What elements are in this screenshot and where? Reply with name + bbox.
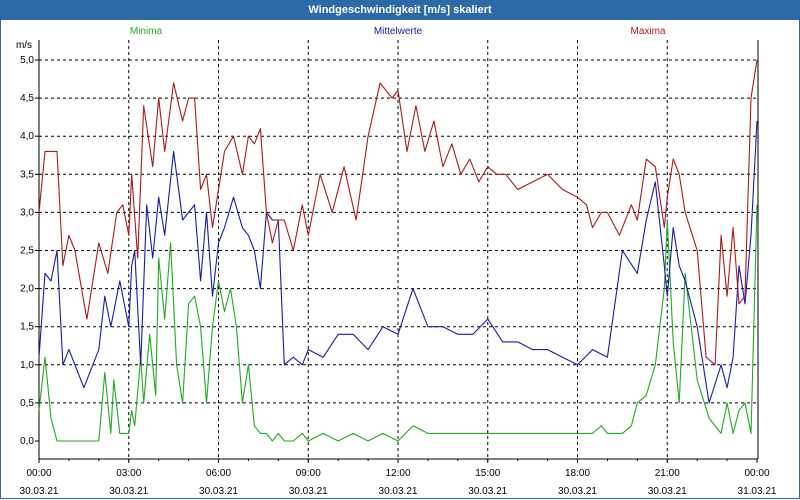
x-tick-time: 06:00 (206, 468, 231, 479)
x-tick-date: 31.03.21 (738, 486, 777, 497)
legend-maxima: Maxima (630, 26, 665, 37)
y-tick-label: 3,5 (20, 169, 34, 180)
y-tick-label: 3,0 (20, 207, 34, 218)
axes (35, 40, 759, 463)
x-tick-time: 00:00 (744, 468, 769, 479)
legend-minima: Minima (130, 26, 163, 37)
x-tick-time: 09:00 (296, 468, 321, 479)
y-tick-label: 4,5 (20, 93, 34, 104)
series-line-minima (38, 204, 758, 442)
x-tick-date: 30.03.21 (289, 486, 328, 497)
x-tick-date: 30.03.21 (20, 486, 59, 497)
y-tick-label: 4,0 (20, 131, 34, 142)
x-tick-time: 12:00 (385, 468, 410, 479)
y-tick-label: 2,0 (20, 284, 34, 295)
x-tick-date: 30.03.21 (648, 486, 687, 497)
y-tick-label: 2,5 (20, 246, 34, 257)
grid (39, 40, 757, 459)
y-tick-label: 0,0 (20, 436, 34, 447)
x-tick-time: 21:00 (655, 468, 680, 479)
series-line-mittelwerte (38, 120, 758, 404)
x-tick-date: 30.03.21 (558, 486, 597, 497)
x-tick-date: 30.03.21 (109, 486, 148, 497)
series-lines (38, 59, 758, 442)
y-tick-label: 5,0 (20, 55, 34, 66)
tick-labels: 0,0 0,5 1,0 1,5 2,0 2,5 3,0 3,5 4,0 4,5 5,0 00:00 30… (16, 40, 777, 497)
y-tick-label: 1,5 (20, 322, 34, 333)
x-tick-date: 30.03.21 (468, 486, 507, 497)
legend: Minima Mittelwerte Maxima (130, 26, 666, 37)
legend-mittelwerte: Mittelwerte (374, 26, 423, 37)
x-tick-time: 03:00 (116, 468, 141, 479)
y-tick-label: 1,0 (20, 360, 34, 371)
x-tick-time: 00:00 (26, 468, 51, 479)
y-tick-label: 0,5 (20, 398, 34, 409)
y-axis-label: m/s (16, 40, 32, 51)
x-tick-date: 30.03.21 (379, 486, 418, 497)
x-tick-time: 18:00 (565, 468, 590, 479)
x-tick-date: 30.03.21 (199, 486, 238, 497)
series-line-maxima (38, 59, 758, 366)
x-tick-time: 15:00 (475, 468, 500, 479)
chart-title: Windgeschwindigkeit [m/s] skaliert (0, 0, 800, 20)
